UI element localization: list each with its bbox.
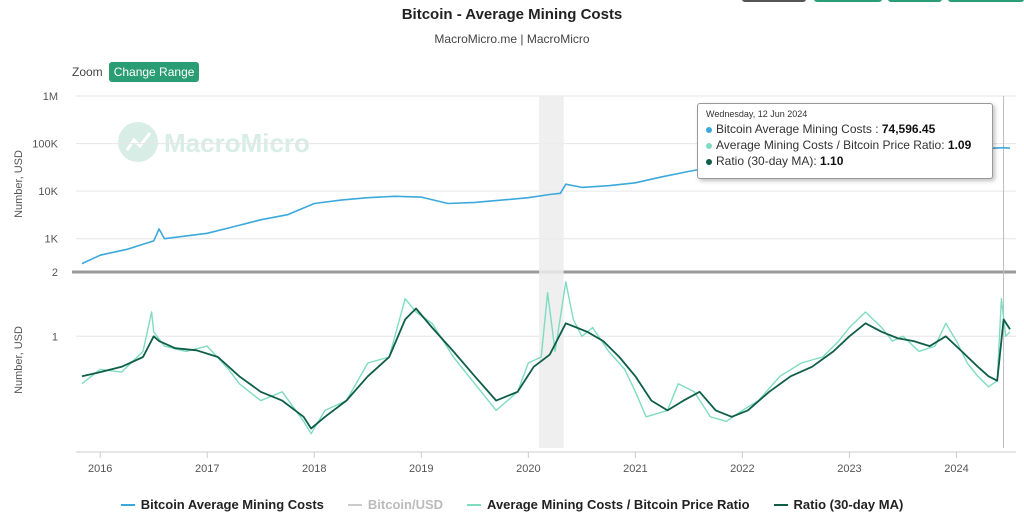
watermark-logo-mark — [125, 132, 152, 151]
legend-swatch — [467, 503, 482, 506]
x-tick-label: 2016 — [88, 463, 112, 475]
x-tick-label: 2019 — [409, 463, 433, 475]
watermark-text: MacroMicro — [164, 128, 310, 158]
tooltip-dot-ratio — [706, 142, 712, 149]
chart-title: Bitcoin - Average Mining Costs — [401, 6, 623, 23]
chart-subtitle: MacroMicro.me | MacroMicro — [434, 32, 590, 46]
tooltip-row-cost: Bitcoin Average Mining Costs : 74,596.45 — [706, 121, 984, 137]
top-tab[interactable] — [742, 0, 806, 2]
legend: Bitcoin Average Mining Costs Bitcoin/USD… — [0, 497, 1024, 512]
tooltip-row-ratio: Average Mining Costs / Bitcoin Price Rat… — [706, 137, 984, 153]
tooltip-value: 74,596.45 — [881, 122, 936, 136]
top-tab[interactable] — [948, 0, 1024, 2]
legend-item-ratio-ma[interactable]: Ratio (30-day MA) — [773, 497, 904, 512]
watermark: MacroMicro — [118, 122, 310, 162]
top-tab[interactable] — [814, 0, 882, 2]
tooltip-value: 1.09 — [947, 138, 972, 152]
x-tick-label: 2017 — [195, 463, 219, 475]
x-tick-label: 2020 — [516, 463, 540, 475]
watermark-logo-icon — [118, 122, 158, 162]
tooltip-dot-ma — [706, 158, 712, 165]
legend-label: Average Mining Costs / Bitcoin Price Rat… — [487, 497, 750, 512]
series-line-average-mining-costs-bitcoin-price-ratio — [81, 281, 1011, 435]
legend-swatch — [347, 503, 362, 506]
zoom-label: Zoom — [72, 65, 103, 79]
x-tick-label: 2018 — [302, 463, 326, 475]
series-line-ratio-30-day-ma- — [81, 307, 1011, 430]
y-axis-label: Number, USD — [13, 326, 25, 394]
y-axis-label: Number, USD — [13, 150, 25, 218]
tooltip-dot-cost — [706, 126, 712, 133]
x-tick-label: 2024 — [944, 463, 968, 475]
legend-item-ratio[interactable]: Average Mining Costs / Bitcoin Price Rat… — [467, 497, 750, 512]
y-tick-label: 1M — [43, 91, 58, 103]
legend-label: Ratio (30-day MA) — [793, 497, 904, 512]
y-tick-label: 1 — [52, 331, 58, 343]
change-range-button[interactable]: Change Range — [108, 62, 200, 82]
tooltip-date: Wednesday, 12 Jun 2024 — [706, 109, 808, 119]
zoom-controls: Zoom Change Range — [72, 62, 200, 82]
y-tick-label: 1K — [45, 234, 59, 246]
y-tick-label: 2 — [52, 267, 58, 279]
y-tick-label: 100K — [32, 139, 58, 151]
legend-label: Bitcoin Average Mining Costs — [140, 497, 324, 512]
legend-label: Bitcoin/USD — [367, 497, 444, 512]
y-tick-label: 10K — [38, 186, 58, 198]
shaded-period — [539, 96, 564, 448]
tooltip: Wednesday, 12 Jun 2024 Bitcoin Average M… — [697, 103, 993, 179]
legend-item-mining-costs[interactable]: Bitcoin Average Mining Costs — [120, 497, 324, 512]
tooltip-value: 1.10 — [820, 154, 844, 168]
x-tick-label: 2022 — [730, 463, 754, 475]
legend-swatch — [773, 503, 788, 506]
tooltip-label: Ratio (30-day MA): — [716, 154, 821, 168]
x-tick-label: 2023 — [837, 463, 861, 475]
legend-swatch — [120, 503, 135, 506]
tooltip-label: Average Mining Costs / Bitcoin Price Rat… — [716, 138, 948, 152]
tooltip-row-ma: Ratio (30-day MA): 1.10 — [706, 153, 984, 169]
legend-item-btc-usd[interactable]: Bitcoin/USD — [347, 497, 444, 512]
tooltip-label: Bitcoin Average Mining Costs : — [716, 122, 882, 136]
x-tick-label: 2021 — [623, 463, 647, 475]
top-tab[interactable] — [888, 0, 942, 2]
